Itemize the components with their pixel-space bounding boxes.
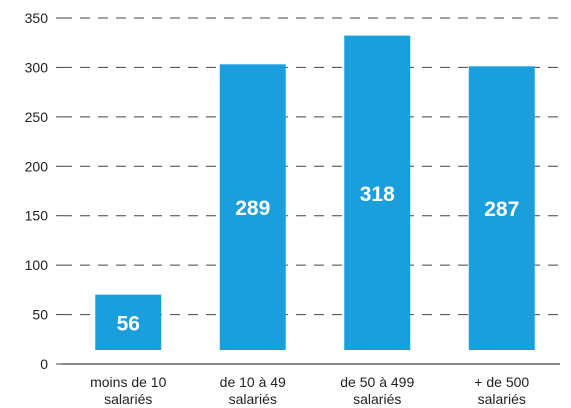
x-tick-label: de 50 à 499 [340,374,414,390]
bar [344,35,411,351]
y-tick-label: 300 [25,59,49,75]
data-label: 287 [484,198,519,221]
x-tick-label: salariés [353,391,401,407]
bar [95,294,162,350]
y-tick-label: 0 [40,356,48,372]
x-tick-label: de 10 à 49 [220,374,286,390]
x-tick-label: + de 500 [474,374,529,390]
y-tick-label: 50 [32,307,48,323]
data-label: 318 [360,183,395,206]
y-tick-label: 350 [25,10,49,26]
axes: 0 50 100 150 200 250 300 350 [25,10,560,372]
bar [219,64,286,350]
data-label: 56 [117,312,140,335]
x-tick-label: salariés [478,391,526,407]
x-tick-label: salariés [229,391,277,407]
y-tick-label: 100 [25,257,49,273]
y-tick-label: 150 [25,208,49,224]
y-tick-label: 200 [25,158,49,174]
data-label: 289 [235,197,270,220]
x-tick-label: moins de 10 [90,374,166,390]
bars [95,35,535,351]
bar [468,66,535,350]
x-tick-label: salariés [104,391,152,407]
y-tick-label: 250 [25,109,49,125]
